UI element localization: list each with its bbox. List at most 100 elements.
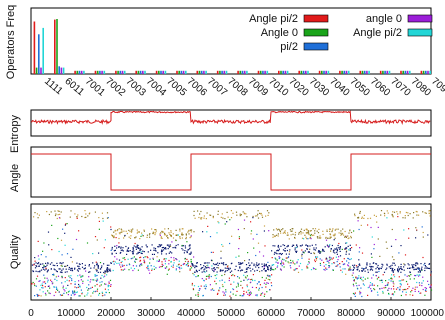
- quality-point: [370, 253, 372, 255]
- quality-point: [104, 239, 106, 241]
- quality-point: [58, 291, 60, 293]
- quality-point: [152, 232, 154, 235]
- quality-point: [55, 270, 58, 272]
- quality-point: [139, 251, 141, 253]
- quality-point: [428, 263, 430, 265]
- quality-point: [186, 258, 188, 260]
- quality-panel: 0 10000 20000 30000 40000 50000 60000 70000 8000…: [9, 203, 444, 319]
- quality-point: [225, 270, 227, 272]
- quality-point: [347, 245, 349, 247]
- quality-point: [385, 280, 387, 282]
- quality-point: [397, 213, 399, 215]
- quality-point: [393, 259, 395, 261]
- quality-point: [231, 235, 233, 237]
- quality-point: [352, 292, 355, 295]
- quality-point: [348, 232, 350, 234]
- quality-point: [243, 219, 246, 221]
- quality-point: [185, 233, 187, 235]
- quality-point: [54, 278, 56, 280]
- quality-point: [282, 244, 284, 246]
- quality-point: [197, 210, 199, 212]
- quality-point: [347, 257, 349, 259]
- quality-point: [391, 256, 394, 258]
- quality-point: [322, 249, 325, 251]
- quality-point: [128, 250, 130, 252]
- quality-point: [351, 247, 353, 249]
- quality-point: [67, 294, 69, 296]
- quality-point: [47, 263, 49, 265]
- legend-swatch: [303, 14, 329, 23]
- quality-point: [221, 244, 223, 246]
- quality-point: [50, 279, 52, 281]
- quality-point: [35, 262, 37, 264]
- quality-point: [237, 276, 239, 278]
- quality-point: [309, 245, 311, 247]
- quality-point: [193, 214, 195, 217]
- bar: [62, 67, 65, 74]
- quality-point: [242, 262, 244, 264]
- category-label: 7060: [368, 76, 392, 99]
- quality-point: [84, 210, 86, 212]
- quality-point: [252, 215, 254, 218]
- quality-point: [51, 262, 53, 264]
- quality-point: [237, 282, 239, 284]
- quality-point: [202, 231, 204, 233]
- quality-point: [168, 263, 170, 265]
- quality-point: [429, 286, 431, 288]
- quality-point: [95, 268, 97, 270]
- quality-point: [99, 285, 101, 287]
- legend-label: Angle pi/2: [249, 13, 298, 25]
- quality-point: [273, 269, 275, 271]
- quality-point: [415, 227, 417, 229]
- quality-point: [371, 277, 373, 279]
- quality-point: [357, 217, 359, 219]
- bar: [325, 70, 327, 74]
- quality-point: [74, 293, 76, 295]
- quality-point: [75, 291, 77, 294]
- legend-swatch: [407, 28, 433, 37]
- quality-point: [96, 270, 98, 272]
- quality-point: [388, 292, 390, 295]
- quality-point: [169, 251, 172, 253]
- quality-point: [269, 289, 271, 291]
- quality-point: [102, 217, 104, 220]
- quality-point: [410, 274, 412, 276]
- quality-point: [232, 288, 235, 291]
- quality-point: [243, 293, 245, 295]
- quality-point: [185, 238, 187, 240]
- quality-point: [203, 215, 205, 217]
- quality-point: [334, 234, 336, 236]
- quality-point: [216, 267, 218, 269]
- quality-point: [224, 281, 226, 283]
- quality-point: [94, 285, 96, 287]
- quality-point: [251, 286, 254, 288]
- quality-point: [106, 217, 109, 219]
- quality-point: [258, 281, 260, 283]
- quality-point: [129, 237, 132, 239]
- quality-point: [373, 243, 375, 246]
- quality-point: [416, 268, 418, 270]
- quality-point: [292, 233, 294, 235]
- category-label: 7040: [327, 76, 351, 99]
- quality-point: [195, 265, 197, 267]
- quality-point: [236, 214, 238, 216]
- quality-point: [171, 241, 173, 243]
- quality-point: [53, 273, 55, 275]
- quality-point: [188, 248, 191, 250]
- quality-point: [170, 231, 172, 233]
- quality-point: [96, 280, 98, 282]
- quality-point: [381, 281, 383, 283]
- quality-point: [377, 226, 379, 228]
- quality-point: [290, 267, 292, 269]
- quality-point: [36, 275, 39, 277]
- quality-point: [210, 289, 212, 291]
- quality-point: [164, 258, 166, 260]
- quality-point: [210, 251, 212, 253]
- quality-point: [418, 290, 420, 293]
- quality-point: [39, 289, 41, 291]
- quality-point: [267, 267, 269, 269]
- quality-point: [71, 279, 73, 282]
- quality-point: [256, 269, 258, 271]
- quality-point: [328, 245, 330, 247]
- bar: [221, 70, 223, 74]
